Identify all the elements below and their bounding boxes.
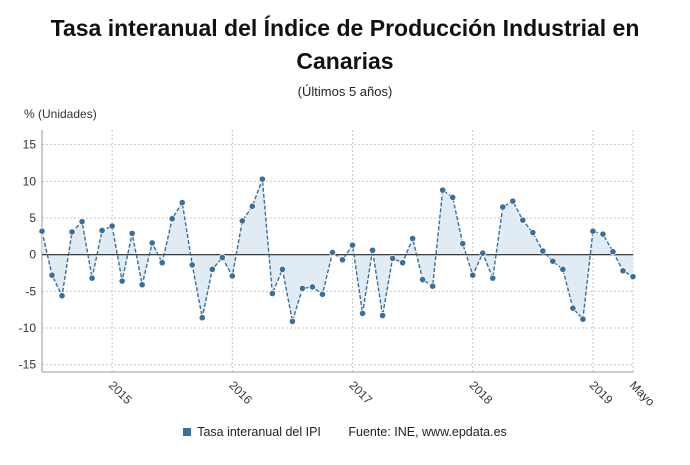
data-point	[419, 275, 427, 284]
chart-subtitle: (Últimos 5 años)	[297, 84, 393, 99]
data-point	[338, 256, 347, 264]
data-point	[68, 228, 76, 236]
data-point	[368, 246, 377, 254]
data-point	[348, 241, 357, 249]
x-tick-label: 2017	[346, 378, 375, 407]
data-point	[308, 283, 317, 291]
data-point	[409, 234, 417, 243]
data-point	[88, 274, 96, 282]
data-point	[479, 249, 487, 257]
data-point	[258, 175, 266, 183]
data-point	[288, 317, 297, 325]
data-point	[529, 229, 537, 237]
data-point	[489, 274, 497, 282]
data-point	[218, 254, 226, 262]
y-tick-label: -10	[19, 321, 37, 335]
data-point	[559, 265, 567, 273]
data-point	[399, 259, 407, 267]
data-point	[198, 314, 206, 322]
data-point	[589, 227, 597, 235]
data-point	[48, 271, 56, 279]
y-tick-label: 0	[29, 248, 36, 262]
data-point	[188, 261, 196, 269]
data-point	[228, 272, 236, 280]
legend: Tasa interanual del IPI Fuente: INE, www…	[0, 425, 690, 439]
data-point	[108, 222, 116, 230]
data-point	[459, 240, 467, 248]
data-point	[569, 304, 577, 312]
data-point	[499, 203, 507, 211]
data-point	[449, 193, 457, 202]
y-tick-label: -15	[19, 358, 37, 372]
x-axis-tick-labels: 2015 2016 2017 2018 2019 Mayo	[106, 378, 658, 409]
data-point	[599, 230, 607, 238]
y-axis-tick-labels: 15 10 5 0 -5 -10 -15	[19, 138, 37, 372]
data-point	[168, 215, 176, 223]
data-point	[439, 186, 447, 194]
data-point	[118, 277, 126, 285]
data-point	[509, 197, 517, 205]
x-tick-label: 2018	[467, 378, 496, 407]
data-point	[629, 273, 637, 281]
data-point	[98, 226, 106, 235]
data-point	[519, 216, 527, 224]
legend-swatch	[183, 428, 192, 436]
data-point	[469, 271, 477, 279]
data-point	[128, 229, 136, 237]
x-tick-label: 2019	[587, 378, 616, 407]
data-point	[148, 239, 156, 247]
data-point	[278, 265, 287, 273]
x-tick-label: 2015	[106, 378, 135, 407]
data-point	[388, 254, 397, 262]
data-point	[429, 282, 437, 290]
data-point	[549, 257, 557, 265]
y-tick-label: 10	[23, 174, 37, 188]
data-point	[318, 290, 327, 298]
data-point	[619, 267, 627, 275]
data-point	[38, 227, 46, 235]
x-tick-label: Mayo	[627, 378, 658, 409]
data-point	[208, 265, 216, 273]
y-tick-label: 5	[29, 211, 36, 225]
data-point	[328, 248, 337, 257]
data-point	[238, 217, 246, 225]
series-points	[38, 175, 637, 325]
x-tick-label: 2016	[226, 378, 255, 407]
chart-title: Tasa interanual del Índice de Producción…	[50, 15, 640, 74]
data-point	[358, 309, 367, 317]
data-point	[268, 289, 276, 298]
y-tick-label: 15	[23, 138, 37, 152]
data-point	[579, 315, 587, 323]
data-point	[178, 199, 186, 207]
data-point	[158, 259, 166, 267]
y-axis-unit-label: % (Unidades)	[24, 107, 97, 121]
data-point	[609, 248, 617, 256]
data-point	[378, 311, 387, 320]
source-note: Fuente: INE, www.epdata.es	[348, 425, 507, 439]
data-point	[78, 218, 86, 226]
legend-label: Tasa interanual del IPI	[197, 425, 321, 439]
data-point	[58, 292, 66, 300]
y-tick-label: -5	[25, 284, 36, 298]
data-point	[539, 247, 547, 255]
data-point	[138, 281, 146, 289]
data-point	[298, 284, 307, 292]
data-point	[248, 202, 256, 210]
